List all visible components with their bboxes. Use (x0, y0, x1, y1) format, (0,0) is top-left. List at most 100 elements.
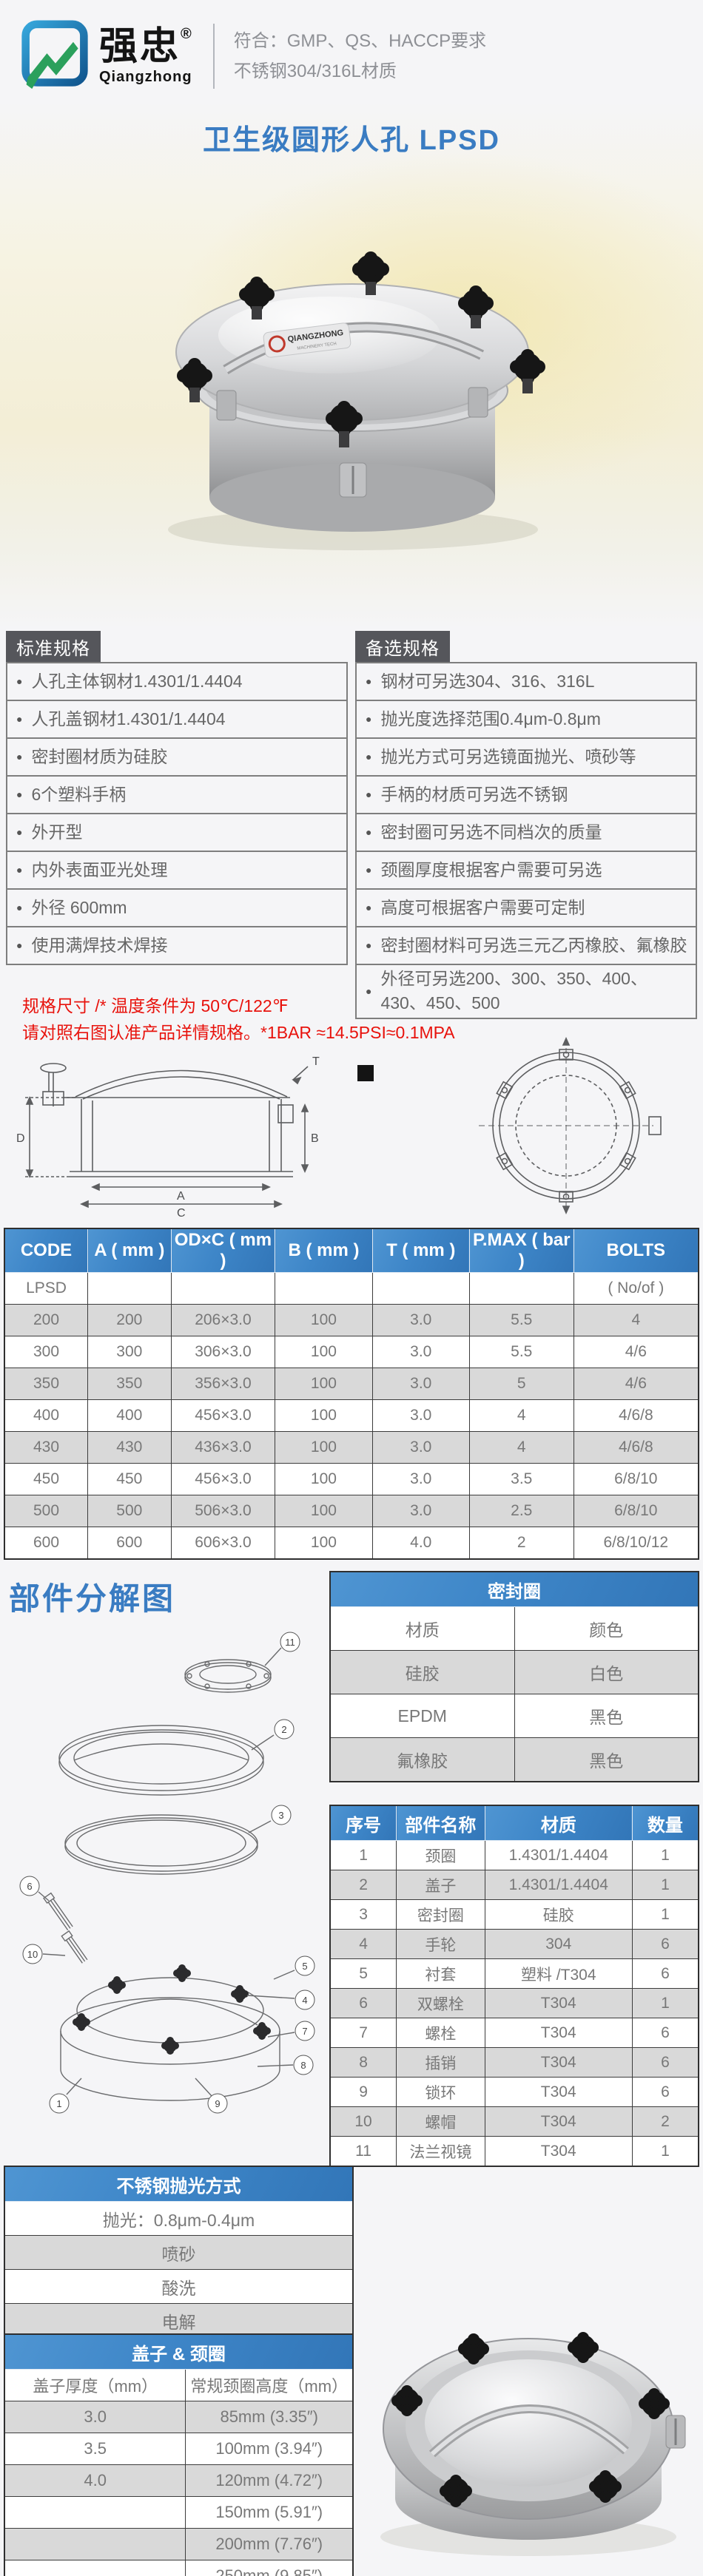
table-cell: 1 (631, 1870, 699, 1900)
table-cell (87, 1272, 172, 1305)
table-cell: 酸洗 (4, 2269, 354, 2304)
table-cell: 材质 (329, 1606, 515, 1651)
table-cell: 100 (275, 1336, 373, 1368)
table-cell: 500 (4, 1495, 89, 1527)
page-title: 卫生级圆形人孔 LPSD (203, 125, 500, 156)
table-cell: T304 (484, 2047, 633, 2078)
table-cell: 430 (87, 1431, 172, 1464)
table-row: 200mm (7.76″) (4, 2528, 354, 2560)
table-cell: 600 (4, 1527, 89, 1560)
table-cell: 100 (275, 1527, 373, 1560)
table-cell: 356×3.0 (170, 1368, 276, 1400)
table-cell: 430 (4, 1431, 89, 1464)
svg-text:10: 10 (27, 1949, 38, 1960)
table-row: 200 200 206×3.0 100 3.0 5.5 4 (4, 1304, 699, 1336)
table-cell: 4/6/8 (573, 1399, 699, 1432)
table-cell: 颈圈 (396, 1840, 485, 1870)
table-cell: 喷砂 (4, 2235, 354, 2270)
table-cell: 400 (87, 1399, 172, 1432)
table-cell: 3.0 (4, 2401, 186, 2433)
table-cell: 456×3.0 (170, 1399, 276, 1432)
spec-item: 人孔盖钢材1.4301/1.4404 (7, 700, 346, 737)
table-row: 盖子厚度（mm） 常规颈圈高度（mm） (4, 2369, 354, 2401)
table-row: EPDM 黑色 (329, 1694, 699, 1738)
spec-item: 内外表面亚光处理 (7, 851, 346, 888)
hero-section: 卫生级圆形人孔 LPSD (0, 102, 703, 626)
table-cell: 5 (468, 1368, 574, 1400)
coverneck-table-body: 盖子厚度（mm） 常规颈圈高度（mm） 3.0 85mm (3.35″) 3.5 100m… (4, 2369, 354, 2576)
black-square-marker (357, 1065, 374, 1081)
size-table-header-row: CODE A ( mm ) OD×C ( mm ) B ( mm ) T ( mm ) P… (4, 1228, 699, 1273)
table-cell: 8 (329, 2047, 397, 2078)
table-row: 6 双螺栓 T304 1 (329, 1988, 699, 2018)
table-row: 11 法兰视镜 T304 1 (329, 2136, 699, 2167)
table-cell: 螺栓 (396, 2018, 485, 2048)
table-row: 250mm (9.85″) (4, 2560, 354, 2576)
spec-item: 钢材可另选304、316、316L (357, 663, 696, 700)
table-cell: 600 (87, 1527, 172, 1560)
table-cell: 3.0 (371, 1495, 470, 1527)
table-cell: 3.0 (371, 1336, 470, 1368)
svg-text:7: 7 (302, 2026, 307, 2037)
table-cell: T304 (484, 2106, 633, 2137)
table-row: 1 颈圈 1.4301/1.4404 1 (329, 1840, 699, 1870)
table-row: 3 密封圈 硅胶 1 (329, 1899, 699, 1930)
table-cell: 450 (87, 1463, 172, 1495)
size-table: CODE A ( mm ) OD×C ( mm ) B ( mm ) T ( mm ) P… (4, 1228, 699, 1560)
technical-drawings: D A C B T (0, 1034, 703, 1223)
table-cell (4, 2560, 186, 2576)
spec-item: 密封圈材质为硅胶 (7, 737, 346, 775)
table-cell: 4 (329, 1929, 397, 1959)
drawing-top-view (479, 1037, 662, 1214)
table-cell: 100 (275, 1495, 373, 1527)
exploded-diagram: 11 2 3 6 10 5 4 7 8 9 1 (19, 1632, 315, 2114)
table-cell: 衬套 (396, 1958, 485, 1989)
table-row: 硅胶 白色 (329, 1650, 699, 1694)
table-cell: T304 (484, 2136, 633, 2167)
coverneck-table-title: 盖子 & 颈圈 (4, 2333, 354, 2370)
table-row: 500 500 506×3.0 100 3.0 2.5 6/8/10 (4, 1495, 699, 1527)
spec-item: 外径 600mm (7, 888, 346, 926)
brand-text: 强忠® Qiangzhong (99, 27, 194, 86)
polish-table-body: 抛光：0.8μm-0.4μm 喷砂 酸洗 电解 (4, 2201, 354, 2339)
column-header: OD×C ( mm ) (170, 1228, 276, 1273)
table-cell: 200 (4, 1304, 89, 1336)
table-cell: 黑色 (514, 1694, 699, 1738)
table-cell (4, 2496, 186, 2529)
table-cell: 3.0 (371, 1431, 470, 1464)
table-cell: 3.0 (371, 1399, 470, 1432)
table-cell: 200 (87, 1304, 172, 1336)
table-cell: 插销 (396, 2047, 485, 2078)
parts-table: 序号 部件名称 材质 数量 1 颈圈 1.4301/1.4404 1 2 盖子 1.4301/1.… (329, 1805, 699, 2167)
table-cell: 6 (631, 2047, 699, 2078)
note-line2: 请对照右图认准产品详情规格。*1BAR ≈14.5PSI≈0.1MPA (22, 1023, 455, 1042)
spec-item: 密封圈可另选不同档次的质量 (357, 813, 696, 851)
table-cell (468, 1272, 574, 1305)
spec-item: 使用满焊技术焊接 (7, 926, 346, 964)
callout-bubbles: 11 2 3 6 10 5 4 7 8 9 1 (19, 1632, 315, 2114)
note-line1: 规格尺寸 /* 温度条件为 50℃/122℉ (22, 996, 289, 1015)
table-cell: 400 (4, 1399, 89, 1432)
table-cell: 3.0 (371, 1463, 470, 1495)
polish-table-title: 不锈钢抛光方式 (4, 2166, 354, 2202)
brand-badge: QIANGZHONG MACHINERY TECH (263, 322, 352, 358)
table-cell: 5.5 (468, 1336, 574, 1368)
table-row: 4 手轮 304 6 (329, 1929, 699, 1959)
table-cell: ( No/of ) (573, 1272, 699, 1305)
table-row: 8 插销 T304 6 (329, 2047, 699, 2078)
table-cell: 电解 (4, 2303, 354, 2339)
parts-table-header-row: 序号 部件名称 材质 数量 (329, 1805, 699, 1841)
table-row: 9 锁环 T304 6 (329, 2077, 699, 2107)
table-cell: 1 (329, 1840, 397, 1870)
standard-specs: 标准规格 人孔主体钢材1.4301/1.4404人孔盖钢材1.4301/1.44… (6, 631, 348, 1019)
table-cell: 6 (631, 1958, 699, 1989)
table-cell: 506×3.0 (170, 1495, 276, 1527)
drawing-side-section: D A C B T (16, 1055, 320, 1220)
table-row: 5 衬套 塑料 /T304 6 (329, 1958, 699, 1989)
table-cell: 300 (4, 1336, 89, 1368)
seal-table-title: 密封圈 (329, 1571, 699, 1607)
column-header: CODE (4, 1228, 89, 1273)
table-cell: LPSD (4, 1272, 89, 1305)
table-cell: 2.5 (468, 1495, 574, 1527)
table-cell: 1.4301/1.4404 (484, 1840, 633, 1870)
